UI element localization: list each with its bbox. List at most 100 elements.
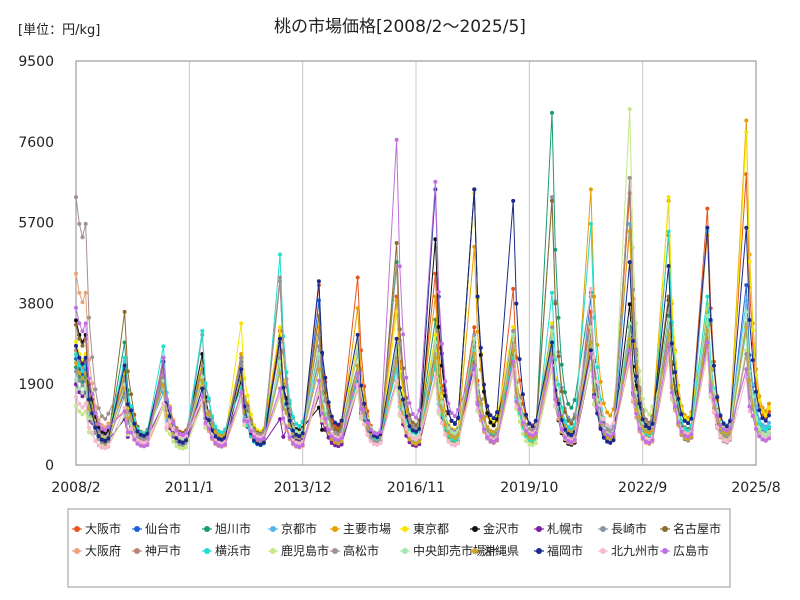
data-point [566,424,571,429]
data-point [721,421,726,426]
data-point [527,427,532,432]
legend-label: 名古屋市 [673,521,721,536]
data-point [527,432,532,437]
data-point [472,325,477,330]
data-point [77,386,82,391]
data-point [323,408,328,413]
data-point [744,309,749,314]
data-point [686,434,690,439]
data-point [80,343,85,348]
data-point [106,421,111,426]
data-point [333,437,338,442]
data-point [640,425,645,430]
data-point [180,440,185,445]
data-point [216,443,221,448]
data-point [316,352,321,356]
data-point [631,339,635,343]
data-point [80,361,85,366]
data-point [682,426,687,431]
data-point [601,417,606,421]
data-point [77,378,82,383]
data-point [456,441,461,446]
data-point [686,421,690,426]
data-point [715,425,720,430]
data-point [200,363,205,368]
data-point [550,329,554,333]
data-point [763,424,768,429]
data-point [258,442,263,447]
data-point [365,433,370,438]
data-point [80,383,85,388]
series-広島市 [74,137,771,449]
data-point [640,435,645,440]
data-point [643,439,648,444]
data-point [410,428,415,433]
data-point [394,264,399,268]
data-point [478,401,483,406]
data-point [443,379,448,384]
data-point [414,423,418,428]
data-point [80,390,85,395]
y-tick-label: 1900 [18,377,54,393]
data-point [631,287,635,292]
data-point [524,428,529,433]
data-point [452,422,457,426]
data-point [161,382,166,387]
data-point [608,434,613,439]
data-point [161,401,166,406]
data-point [676,420,681,425]
data-point [167,419,172,424]
data-point [482,416,486,421]
data-point [219,437,224,442]
data-point [488,428,493,433]
data-point [433,332,438,337]
data-point [456,433,461,438]
chart-title: 桃の市場価格[2008/2～2025/5] [274,17,526,37]
data-point [297,434,302,439]
legend-item: 神戸市 [132,543,181,558]
data-point [174,428,179,433]
data-point [142,444,146,449]
legend-marker [134,526,140,532]
legend-marker [536,526,542,532]
data-point [329,434,334,439]
data-point [588,352,593,356]
data-point [371,433,376,438]
data-point [284,425,289,430]
data-point [563,419,567,423]
data-point [103,416,108,421]
data-point [439,408,444,413]
data-point [647,431,652,436]
data-point [553,301,558,306]
data-point [138,443,143,448]
data-point [83,321,88,326]
data-point [627,321,632,326]
data-point [520,392,525,397]
data-point [715,413,720,418]
data-point [161,344,166,349]
data-point [74,339,78,344]
data-point [248,429,253,434]
data-point [495,417,499,422]
data-point [686,437,690,442]
data-point [242,418,247,423]
data-point [744,325,749,330]
data-point [511,348,516,353]
data-point [219,444,224,449]
data-point [588,340,593,345]
data-point [77,363,82,368]
data-point [559,362,564,367]
data-point [669,341,674,346]
unit-label: [単位：円/kg] [18,22,100,38]
data-point [605,435,610,440]
data-point [605,439,610,444]
legend-item: 高松市 [330,543,379,558]
legend-item: 仙台市 [132,521,181,536]
data-point [77,336,82,341]
data-point [80,300,85,305]
data-point [401,375,406,380]
data-point [559,418,564,423]
data-point [394,137,399,142]
data-point [760,437,765,442]
